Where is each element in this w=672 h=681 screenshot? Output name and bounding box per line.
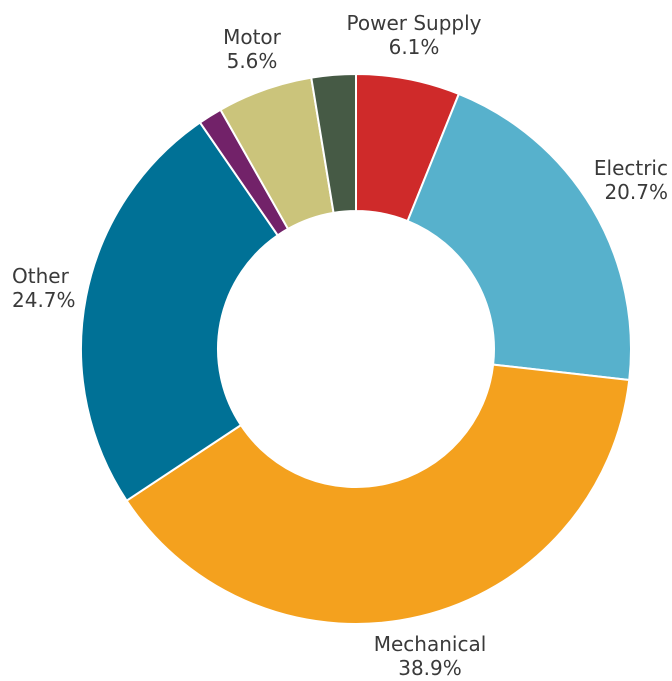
slice-label-other: Other 24.7% [12, 264, 76, 312]
slice-value: 6.1% [389, 35, 440, 59]
slice-name: Power Supply [347, 11, 482, 35]
slice-name: Motor [223, 25, 282, 49]
slice-value: 24.7% [12, 288, 76, 312]
slice-mechanical [125, 363, 631, 625]
slice-name: Mechanical [374, 632, 487, 656]
slices-layer [80, 72, 632, 625]
slice-value: 20.7% [604, 180, 668, 204]
slice-other [80, 121, 280, 503]
slice-unlabeled-6 [310, 72, 357, 214]
slice-label-power-supply: Power Supply 6.1% [347, 11, 482, 59]
slice-label-motor: Motor 5.6% [223, 25, 282, 73]
slice-value: 5.6% [227, 49, 278, 73]
slice-label-mechanical: Mechanical 38.9% [374, 632, 487, 680]
slice-label-electric: Electric 20.7% [594, 156, 668, 204]
slice-name: Electric [594, 156, 668, 180]
labels-layer: Power Supply 6.1% Electric 20.7% Mechanical 3… [12, 11, 668, 680]
slice-value: 38.9% [398, 656, 462, 680]
slice-electric [406, 92, 632, 382]
slice-name: Other [12, 264, 70, 288]
